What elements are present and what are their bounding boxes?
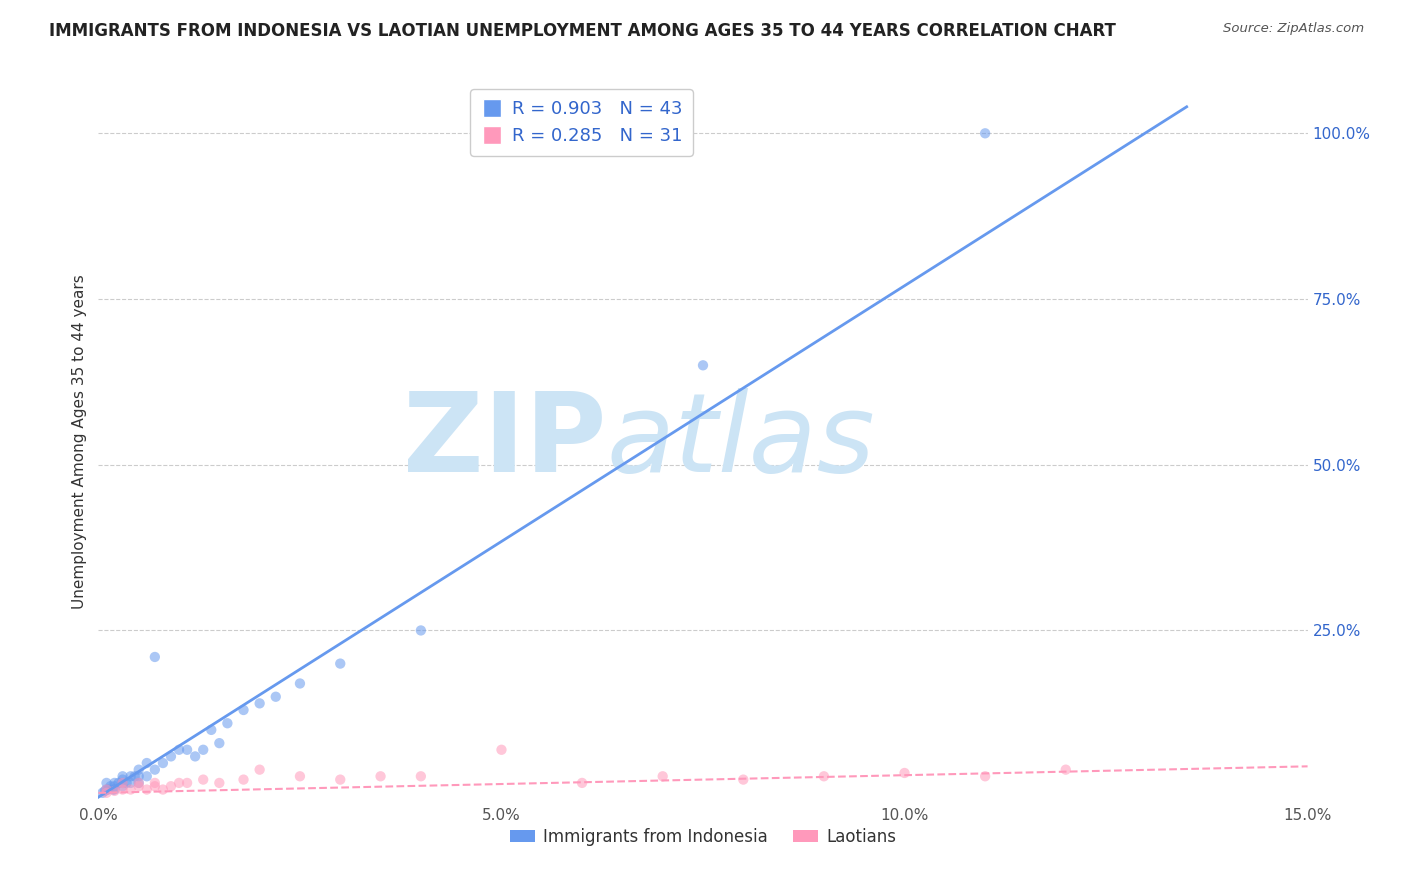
Point bbox=[288, 769, 311, 783]
Point bbox=[94, 784, 117, 798]
Point bbox=[249, 763, 271, 777]
Point bbox=[264, 690, 287, 704]
Point bbox=[111, 776, 134, 790]
Point bbox=[103, 784, 125, 798]
Point bbox=[491, 743, 513, 757]
Point bbox=[200, 723, 222, 737]
Point bbox=[193, 743, 215, 757]
Text: ZIP: ZIP bbox=[404, 388, 606, 495]
Point bbox=[692, 359, 714, 373]
Point bbox=[103, 776, 125, 790]
Point bbox=[143, 763, 166, 777]
Y-axis label: Unemployment Among Ages 35 to 44 years: Unemployment Among Ages 35 to 44 years bbox=[72, 274, 87, 609]
Point bbox=[97, 782, 120, 797]
Point bbox=[232, 703, 254, 717]
Point bbox=[120, 782, 142, 797]
Point bbox=[111, 782, 134, 797]
Point bbox=[893, 766, 915, 780]
Point bbox=[1054, 763, 1077, 777]
Point bbox=[135, 782, 157, 797]
Point bbox=[974, 126, 997, 140]
Point bbox=[143, 776, 166, 790]
Point bbox=[103, 782, 125, 797]
Point bbox=[111, 776, 134, 790]
Point bbox=[143, 650, 166, 665]
Point bbox=[111, 772, 134, 787]
Point bbox=[152, 756, 174, 770]
Text: Source: ZipAtlas.com: Source: ZipAtlas.com bbox=[1223, 22, 1364, 36]
Point bbox=[733, 772, 755, 787]
Point bbox=[111, 769, 134, 783]
Point bbox=[120, 769, 142, 783]
Point bbox=[128, 763, 150, 777]
Legend: Immigrants from Indonesia, Laotians: Immigrants from Indonesia, Laotians bbox=[503, 821, 903, 852]
Point bbox=[101, 782, 124, 797]
Point bbox=[167, 743, 190, 757]
Point bbox=[96, 782, 118, 797]
Point bbox=[107, 776, 129, 790]
Point bbox=[115, 776, 138, 790]
Point bbox=[409, 624, 432, 638]
Point bbox=[651, 769, 673, 783]
Point bbox=[128, 776, 150, 790]
Point bbox=[128, 776, 150, 790]
Point bbox=[124, 769, 146, 783]
Point bbox=[91, 786, 114, 800]
Point bbox=[96, 782, 118, 797]
Point bbox=[184, 749, 207, 764]
Point bbox=[135, 769, 157, 783]
Point bbox=[217, 716, 239, 731]
Point bbox=[160, 779, 183, 793]
Point bbox=[329, 657, 352, 671]
Point bbox=[329, 772, 352, 787]
Point bbox=[974, 769, 997, 783]
Point bbox=[152, 782, 174, 797]
Point bbox=[103, 779, 125, 793]
Point bbox=[208, 736, 231, 750]
Point bbox=[120, 776, 142, 790]
Point bbox=[167, 776, 190, 790]
Text: atlas: atlas bbox=[606, 388, 875, 495]
Point bbox=[370, 769, 392, 783]
Point bbox=[111, 779, 134, 793]
Text: IMMIGRANTS FROM INDONESIA VS LAOTIAN UNEMPLOYMENT AMONG AGES 35 TO 44 YEARS CORR: IMMIGRANTS FROM INDONESIA VS LAOTIAN UNE… bbox=[49, 22, 1116, 40]
Point bbox=[813, 769, 835, 783]
Point bbox=[100, 779, 122, 793]
Point bbox=[288, 676, 311, 690]
Point bbox=[232, 772, 254, 787]
Point bbox=[128, 779, 150, 793]
Point bbox=[143, 779, 166, 793]
Point bbox=[249, 697, 271, 711]
Point bbox=[128, 769, 150, 783]
Point bbox=[160, 749, 183, 764]
Point bbox=[409, 769, 432, 783]
Point bbox=[208, 776, 231, 790]
Point bbox=[135, 756, 157, 770]
Point bbox=[571, 776, 593, 790]
Point bbox=[96, 786, 118, 800]
Point bbox=[96, 776, 118, 790]
Point bbox=[176, 776, 198, 790]
Point bbox=[193, 772, 215, 787]
Point bbox=[176, 743, 198, 757]
